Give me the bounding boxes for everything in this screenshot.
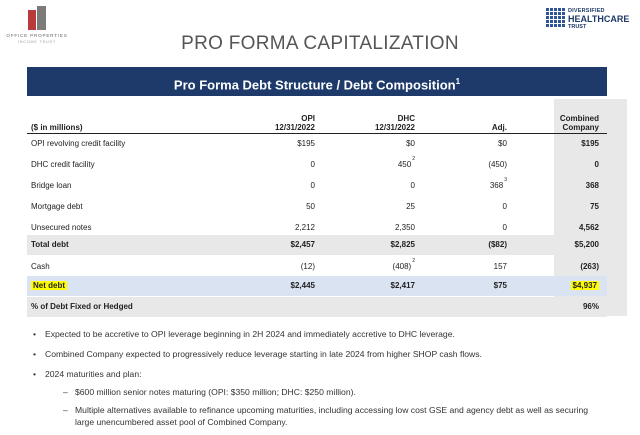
dhc-logo-line2: HEALTHCARE xyxy=(568,14,630,24)
dhc-logo: DIVERSIFIED HEALTHCARE TRUST xyxy=(546,7,638,33)
banner-title: Pro Forma Debt Structure / Debt Composit… xyxy=(173,77,456,93)
table-row: OPI revolving credit facility $195 $0 $0… xyxy=(31,139,599,148)
dhc-logo-mark xyxy=(546,8,565,27)
table-header: ($ in millions) OPI 12/31/2022 DHC 12/31/2… xyxy=(27,99,607,133)
footnote-marker: 2 xyxy=(412,156,415,162)
fixed-hedged-row: % of Debt Fixed or Hedged 96% xyxy=(27,297,607,317)
total-debt-row: Total debt $2,457 $2,825 ($82) $5,200 xyxy=(27,235,607,255)
header-adj: Adj. xyxy=(491,123,507,132)
table-row: Bridge loan 0 0 3683 368 xyxy=(31,177,599,190)
dhc-logo-line1: DIVERSIFIED xyxy=(568,8,605,14)
net-debt-combined: $4,937 xyxy=(570,281,599,290)
page-title: PRO FORMA CAPITALIZATION xyxy=(181,33,459,54)
dhc-logo-line3: TRUST xyxy=(568,24,587,30)
header-dhc: DHC 12/31/2022 xyxy=(374,114,415,132)
opi-logo-sub: INCOME TRUST xyxy=(17,40,57,44)
table-row: Cash (12) (408)2 157 (263) xyxy=(27,257,607,278)
net-debt-label: Net debt xyxy=(31,281,67,290)
opi-logo-mark xyxy=(28,6,50,30)
table-row: DHC credit facility 0 4502 (450) 0 xyxy=(31,156,599,169)
table-banner: Pro Forma Debt Structure / Debt Composit… xyxy=(27,67,607,96)
footnote-marker: 2 xyxy=(412,258,415,264)
footnote-marker: 3 xyxy=(504,177,507,183)
banner-footnote: 1 xyxy=(455,77,461,86)
opi-logo-name: OFFICE PROPERTIES xyxy=(6,33,68,38)
table-row: Mortgage debt 50 25 0 75 xyxy=(31,202,599,211)
header-combined: Combined Company xyxy=(559,114,599,132)
net-debt-row: Net debt $2,445 $2,417 $75 $4,937 xyxy=(27,276,607,296)
opi-logo: OFFICE PROPERTIES INCOME TRUST xyxy=(6,4,68,44)
header-opi: OPI 12/31/2022 xyxy=(274,114,315,132)
header-units: ($ in millions) xyxy=(31,123,83,132)
